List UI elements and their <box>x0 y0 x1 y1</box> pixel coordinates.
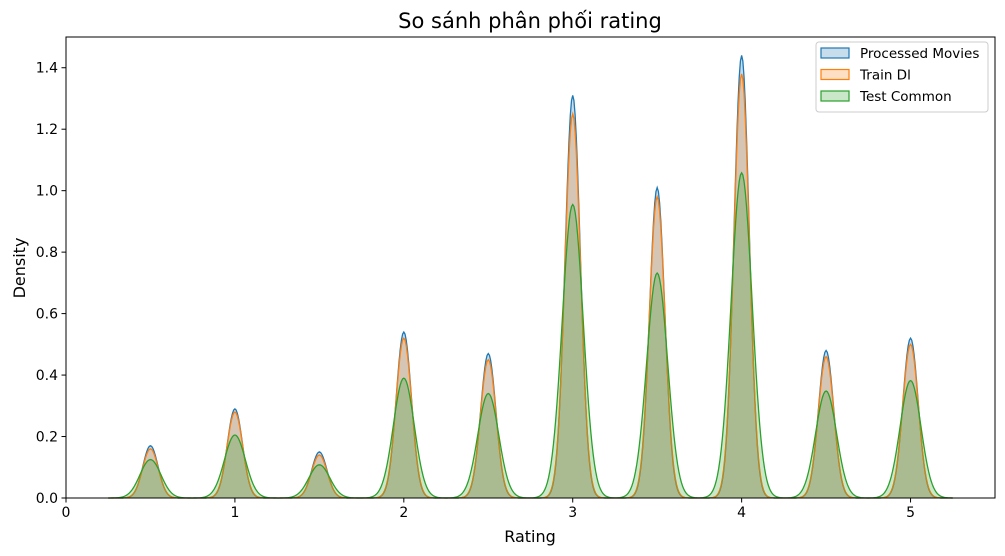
y-axis: 0.0 0.2 0.4 0.6 0.8 1.0 1.2 1.4 <box>36 61 66 507</box>
chart-title: So sánh phân phối rating <box>398 9 662 33</box>
legend-swatch <box>820 90 850 102</box>
x-tick-label: 5 <box>906 505 915 521</box>
y-tick-label: 0.0 <box>36 491 58 507</box>
series-area-test-common <box>108 172 953 498</box>
y-tick-label: 0.4 <box>36 368 58 384</box>
y-tick-label: 1.0 <box>36 184 58 200</box>
x-tick-label: 3 <box>568 505 577 521</box>
series-test-common <box>108 171 953 499</box>
legend-item-train-dl: Train Dl <box>820 68 911 84</box>
legend-label: Processed Movies <box>860 46 979 62</box>
legend-box <box>815 41 989 113</box>
y-tick-label: 1.2 <box>36 122 58 138</box>
y-tick-label: 0.8 <box>36 245 58 261</box>
series-area-processed-movies <box>108 55 953 498</box>
series-layer <box>108 55 953 499</box>
plot-frame <box>65 36 996 499</box>
series-area-train-dl <box>108 73 953 498</box>
legend-label: Train Dl <box>859 68 911 84</box>
y-axis-label: Density <box>10 238 29 299</box>
legend-swatch <box>820 68 850 81</box>
x-tick-label: 1 <box>230 505 239 521</box>
legend-label: Test Common <box>859 89 952 105</box>
x-tick-label: 2 <box>399 505 408 521</box>
x-axis: 0 1 2 3 4 5 <box>62 498 915 521</box>
x-tick-label: 4 <box>737 505 746 521</box>
y-tick-label: 0.2 <box>36 430 58 446</box>
y-tick-label: 0.6 <box>36 307 58 323</box>
legend: Processed Movies Train Dl Test Common <box>815 41 989 113</box>
x-tick-label: 0 <box>62 505 71 521</box>
y-tick-label: 1.4 <box>36 61 58 77</box>
x-axis-label: Rating <box>504 527 556 546</box>
legend-item-test-common: Test Common <box>820 89 952 105</box>
legend-item-processed-movies: Processed Movies <box>820 46 979 62</box>
legend-swatch <box>820 47 850 59</box>
